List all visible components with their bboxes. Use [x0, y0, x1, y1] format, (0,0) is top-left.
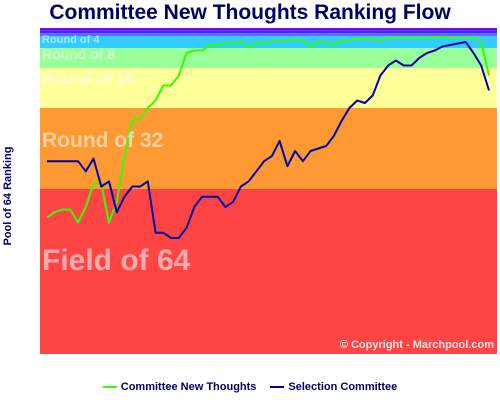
- legend-label-committee-new-thoughts: Committee New Thoughts: [120, 381, 257, 393]
- legend-color-committee-new-thoughts: [102, 386, 117, 388]
- series-line-committee-new-thoughts: [46, 35, 490, 224]
- band-label-round-of-8: Round of 8: [42, 46, 116, 62]
- band-label-round-of-16: Round of 16: [42, 71, 135, 88]
- legend-item-selection-committee: Selection Committee: [270, 381, 397, 393]
- band-label-round-of-32: Round of 32: [42, 129, 164, 152]
- band-round-of-16: [40, 68, 497, 108]
- copyright-notice: © Copyright - Marchpool.com: [339, 339, 494, 351]
- band-round-of-8: [40, 48, 497, 68]
- top-strip-0: [40, 28, 497, 31]
- band-label-field-of-64: Field of 64: [42, 244, 191, 277]
- legend-label-selection-committee: Selection Committee: [288, 381, 398, 393]
- band-label-round-of-4: Round of 4: [42, 34, 100, 46]
- chart-title: Committee New Thoughts Ranking Flow: [49, 1, 451, 24]
- band-round-of-32: [40, 108, 497, 189]
- top-strip-1: [40, 30, 497, 34]
- y-axis-label: Pool of 64 Ranking: [2, 146, 14, 246]
- legend: Committee New Thoughts Selection Committ…: [0, 381, 500, 393]
- legend-color-selection-committee: [270, 386, 285, 388]
- top-strip-2: [40, 33, 497, 36]
- legend-item-committee-new-thoughts: Committee New Thoughts: [102, 381, 257, 393]
- band-field-of-64: [40, 189, 497, 354]
- series-line-selection-committee: [47, 41, 490, 239]
